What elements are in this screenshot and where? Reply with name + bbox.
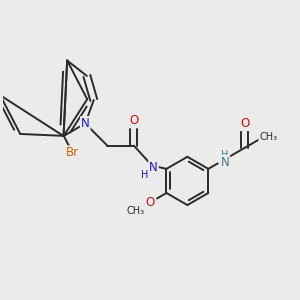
Text: O: O (145, 196, 154, 209)
Text: CH₃: CH₃ (127, 206, 145, 216)
Text: N: N (149, 160, 158, 174)
Text: H: H (221, 150, 229, 160)
Text: N: N (81, 117, 90, 130)
Text: N: N (220, 156, 229, 169)
Text: H: H (141, 170, 148, 180)
Text: Br: Br (66, 146, 79, 159)
Text: O: O (240, 117, 249, 130)
Text: O: O (129, 114, 138, 127)
Text: CH₃: CH₃ (259, 132, 278, 142)
